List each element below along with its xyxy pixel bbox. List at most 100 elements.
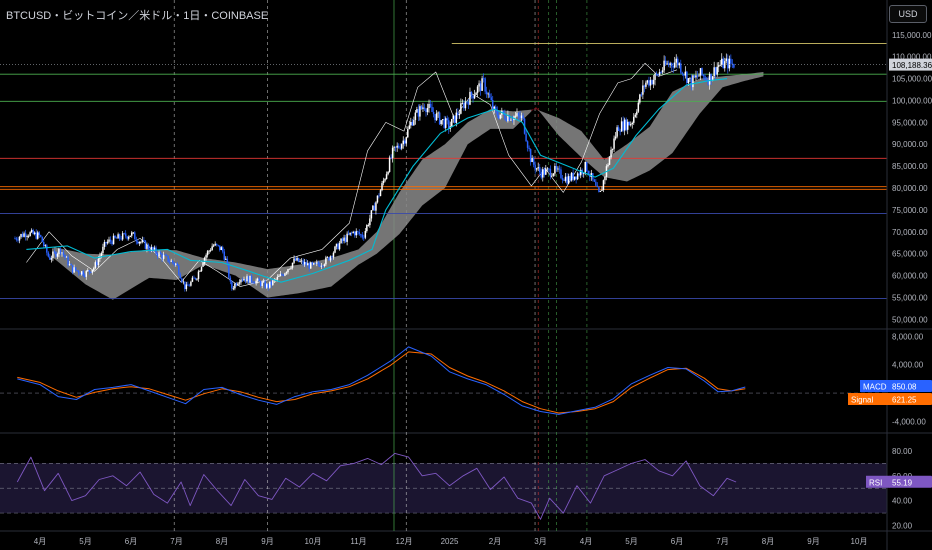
candle-body [467, 102, 470, 105]
candle-body [118, 234, 121, 239]
candle-body [516, 113, 518, 116]
candle-body [17, 239, 19, 241]
candle-body [463, 103, 465, 109]
candle-body [485, 91, 488, 95]
candle-body [253, 282, 256, 284]
candle-body [326, 257, 329, 259]
candle-body [487, 93, 489, 95]
candle-body [287, 269, 289, 273]
candle-body [517, 113, 520, 116]
candle-body [570, 172, 573, 181]
candle-body [164, 254, 166, 256]
candle-body [713, 67, 715, 77]
candle-body [209, 250, 212, 252]
candle-body [402, 140, 404, 145]
candle-body [228, 263, 230, 278]
candle-body [184, 281, 186, 290]
candle-body [190, 281, 192, 286]
candle-body [617, 127, 620, 131]
candle-body [200, 266, 203, 271]
candle-body [349, 232, 351, 235]
candle-body [589, 174, 591, 177]
candle-body [21, 234, 24, 237]
candle-body [681, 72, 684, 75]
last-price-tag-bg [889, 58, 932, 71]
candle-body [563, 179, 565, 181]
candle-body [672, 65, 674, 68]
candle-body [730, 58, 732, 64]
candle-body [437, 112, 439, 114]
candle-body [431, 106, 433, 113]
candle-body [472, 95, 474, 99]
candle-body [531, 158, 533, 163]
candle-body [549, 168, 552, 177]
candle-body [476, 86, 479, 93]
candle-body [121, 233, 124, 240]
price-tick-label: 50,000.00 [892, 315, 928, 324]
currency-button[interactable]: USD [889, 5, 927, 23]
cloud-bullish [53, 109, 532, 300]
candle-body [640, 94, 643, 96]
candle-body [361, 234, 364, 238]
candle-body [238, 282, 241, 284]
time-tick-label: 2025 [441, 537, 459, 546]
candle-body [120, 238, 122, 240]
candle-body [593, 179, 596, 182]
candle-body [493, 106, 495, 109]
candle-body [360, 234, 362, 236]
rsi-tick-label: 20.00 [892, 522, 913, 531]
candle-body [222, 247, 224, 252]
candle-body [538, 167, 541, 173]
candle-body [102, 246, 104, 254]
candle-body [545, 169, 547, 175]
candle-body [293, 258, 295, 263]
candle-body [543, 169, 546, 175]
candle-body [193, 277, 195, 279]
candle-body [608, 157, 611, 165]
candle-body [290, 267, 292, 269]
time-tick-label: 10月 [851, 537, 868, 546]
candle-body [586, 161, 588, 172]
candle-body [71, 265, 74, 273]
time-tick-label: 2月 [489, 537, 501, 546]
time-tick-label: 7月 [170, 537, 182, 546]
candle-body [537, 167, 539, 169]
candle-body [249, 275, 251, 283]
candle-body [532, 158, 535, 165]
candle-body [658, 72, 661, 76]
candle-body [384, 179, 386, 181]
price-tick-label: 70,000.00 [892, 228, 928, 237]
candle-body [229, 277, 232, 282]
price-tick-label: 110,000.00 [892, 53, 932, 62]
candle-body [702, 74, 705, 77]
candle-body [135, 239, 138, 242]
macd-line [17, 346, 746, 415]
candle-body [199, 270, 201, 272]
candle-body [475, 92, 477, 95]
candle-body [369, 218, 371, 226]
candle-body [683, 74, 685, 76]
candle-body [495, 106, 497, 111]
candle-body [341, 238, 344, 241]
candle-body [320, 265, 323, 267]
price-tick-label: 55,000.00 [892, 294, 928, 303]
candle-body [529, 149, 532, 163]
candle-body [20, 234, 22, 237]
candle-body [32, 229, 34, 235]
candle-body [438, 112, 441, 125]
candle-body [223, 251, 226, 260]
candle-body [508, 115, 511, 121]
candle-body [596, 185, 599, 188]
candle-body [717, 65, 720, 67]
candle-body [629, 124, 632, 126]
candle-body [364, 231, 367, 238]
candle-body [311, 262, 313, 265]
candle-body [478, 83, 480, 87]
candle-body [291, 262, 294, 268]
candle-body [123, 233, 125, 235]
candle-body [611, 148, 614, 150]
candle-body [705, 79, 708, 81]
candle-body [526, 141, 529, 148]
candle-body [208, 250, 210, 252]
candle-body [264, 281, 266, 288]
